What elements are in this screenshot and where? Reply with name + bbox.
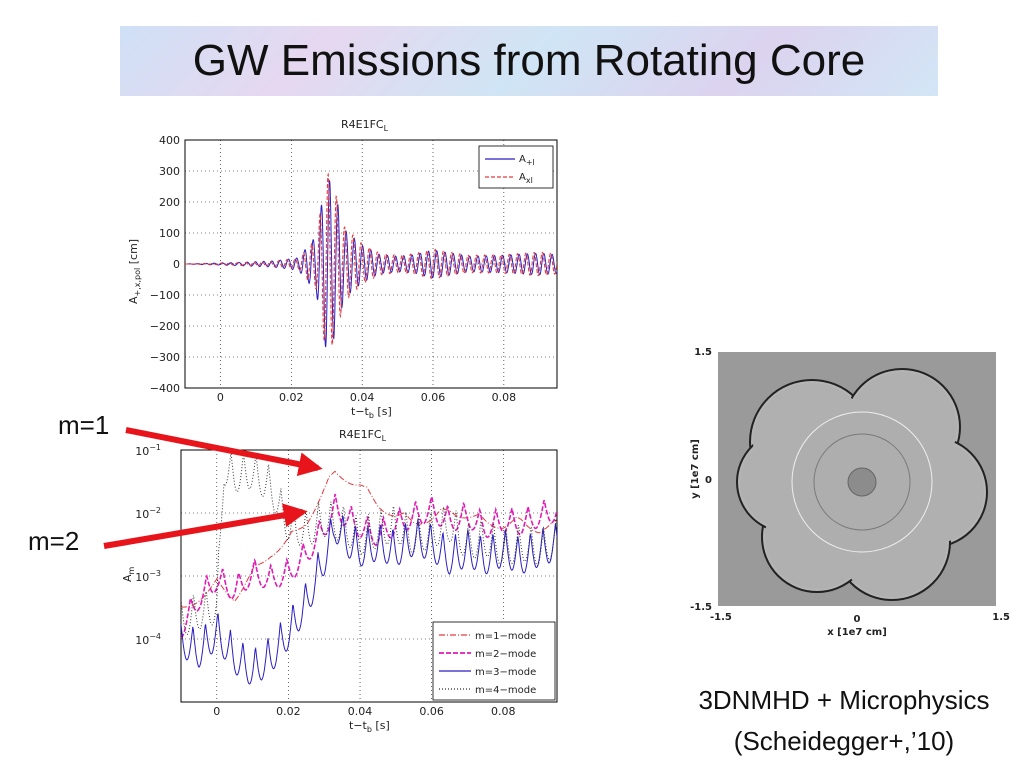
y-axis-label: Am [121,566,136,582]
x-tick-label: 0 [213,705,220,718]
top-waveform-chart: R4E1FCL 0 0.02 0.04 0.06 0.08 400 300 200 100 0 −10… [127,118,558,420]
sim-inner-ring [813,433,911,531]
label-m1: m=1 [58,410,110,440]
legend-label: Axl [519,172,533,185]
slide-title-bar: GW Emissions from Rotating Core [120,26,938,96]
x-axis-label: t−tb [s] [351,405,392,420]
y-tick-label: 10−4 [135,632,161,647]
legend-box [478,145,554,189]
series-line-1 [181,470,557,608]
legend-label: m=3−mode [475,667,536,678]
x-tick-label: 0.02 [279,391,304,404]
series-line-3 [181,514,557,685]
series-line-2 [185,172,557,346]
x-tick-label: 0 [854,614,861,625]
y-tick-label: −200 [150,320,180,333]
series-line-2 [181,493,557,639]
simulation-image: 1.5 0 -1.5-1.5 0 1.5 x [1e7 cm] y [1e7 cm] [690,347,1010,638]
x-tick-label: -1.5 [710,612,732,623]
x-tick-label: 0.06 [419,705,444,718]
x-tick-label: 0.04 [348,705,373,718]
legend-label: m=4−mode [475,685,536,696]
y-tick-label: 200 [159,196,180,209]
chart-title: R4E1FCL [341,118,389,133]
y-axis-label: y [1e7 cm] [690,439,701,499]
bottom-mode-amplitude-chart: R4E1FCL 0 0.02 0.04 0.06 0.08 10−1 10−2 10−3 10−4… [121,428,558,734]
y-tick-label: 300 [159,165,180,178]
y-tick-label: 10−1 [135,443,161,458]
x-axis-label: t−tb [s] [349,719,390,734]
y-tick-label: 0 [173,258,180,271]
caption-line1: 3DNMHD + Microphysics [698,685,990,715]
x-tick-label: 0.06 [421,391,446,404]
x-tick-label: 0.04 [350,391,375,404]
legend-label: A+l [519,154,535,167]
x-tick-label: 0.02 [276,705,301,718]
y-tick-label: 1.5 [694,347,712,358]
y-tick-label: 10−3 [135,569,161,584]
y-tick-label: 0 [705,475,712,486]
y-axis-label: A+,x,pol [cm] [127,239,142,304]
chart-title: R4E1FCL [339,428,387,443]
x-tick-label: 1.5 [992,612,1010,623]
slide-title: GW Emissions from Rotating Core [192,36,866,85]
arrow-m1 [125,427,323,477]
y-tick-label: −300 [150,351,180,364]
legend-box [432,621,556,701]
series-line-1 [185,180,557,348]
sim-core [847,467,877,497]
x-tick-label: 0.08 [492,391,517,404]
y-tick-label: −100 [150,289,180,302]
label-m2: m=2 [28,526,80,556]
arrow-m2 [103,503,308,549]
x-axis-label: x [1e7 cm] [827,627,887,638]
y-tick-label: 100 [159,227,180,240]
caption-line2: (Scheidegger+,’10) [733,726,955,756]
y-tick-label: 10−2 [135,506,161,521]
series-line-4 [181,452,557,636]
legend-label: m=2−mode [475,649,536,660]
x-tick-label: 0.08 [491,705,516,718]
y-tick-label: −400 [150,382,180,395]
y-tick-label: 400 [159,134,180,147]
y-tick-label: -1.5 [690,602,712,613]
legend-label: m=1−mode [475,631,536,642]
x-tick-label: 0 [217,391,224,404]
